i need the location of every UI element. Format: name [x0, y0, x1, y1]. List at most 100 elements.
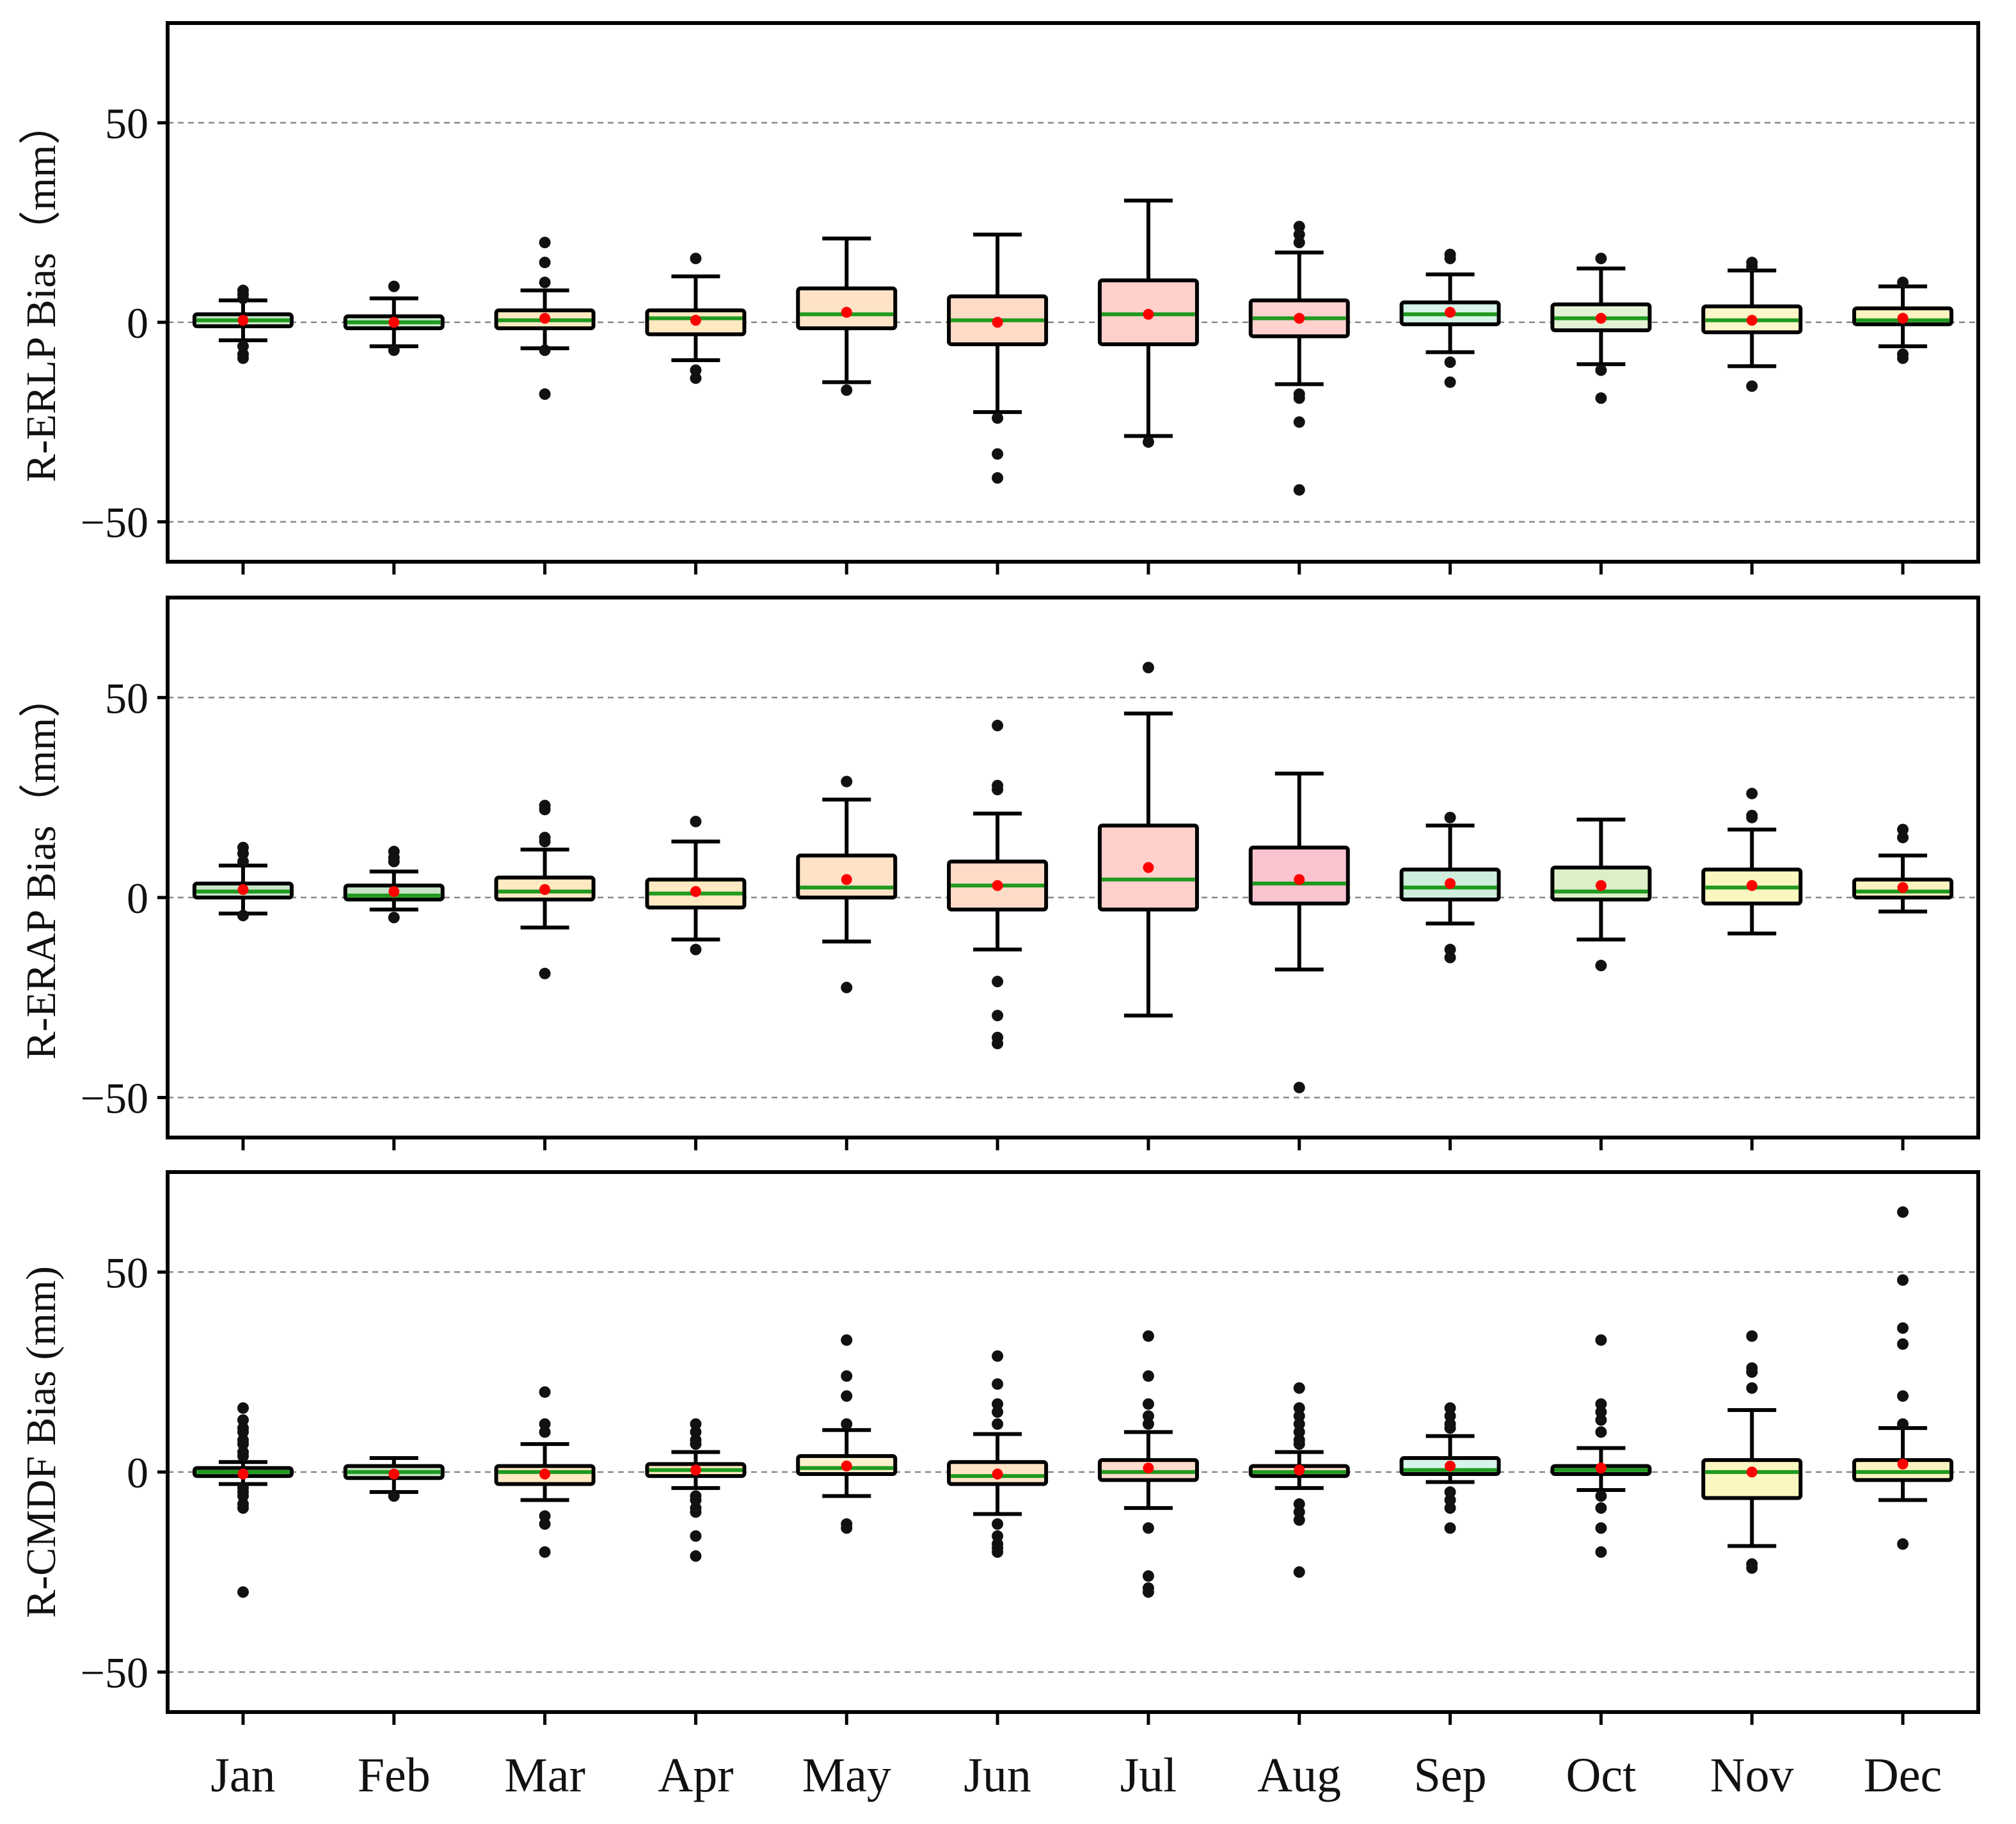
ytick-label: 50: [105, 1248, 148, 1297]
outlier-point: [841, 775, 853, 788]
xtick-label: Mar: [504, 1749, 585, 1802]
ytick-label: 50: [105, 674, 148, 722]
outlier-point: [1293, 1438, 1305, 1450]
outlier-point: [1293, 484, 1305, 496]
box-mar: [494, 1386, 596, 1558]
box-iqr: [1701, 1458, 1803, 1500]
mean-point: [1143, 862, 1154, 873]
outlier-point: [992, 1378, 1004, 1390]
outlier-point: [1293, 1514, 1305, 1526]
outlier-point: [1142, 1418, 1154, 1430]
outlier-point: [1897, 276, 1909, 289]
mean-point: [1445, 306, 1456, 318]
outlier-point: [539, 1418, 551, 1430]
outlier-point: [539, 1518, 551, 1530]
outlier-point: [1746, 1562, 1758, 1574]
box-may: [796, 1334, 898, 1534]
box-jul: [1097, 1330, 1199, 1598]
outlier-point: [841, 1522, 853, 1534]
mean-point: [1445, 878, 1456, 889]
outlier-point: [1293, 1418, 1305, 1430]
mean-point: [992, 1468, 1003, 1480]
box-oct: [1550, 1334, 1652, 1558]
outlier-point: [539, 836, 551, 848]
outlier-point: [992, 1350, 1004, 1362]
outlier-point: [1444, 1422, 1456, 1434]
outlier-point: [1897, 1338, 1909, 1350]
outlier-point: [992, 1546, 1004, 1558]
mean-point: [1746, 315, 1758, 326]
outlier-point: [1444, 1522, 1456, 1534]
box-jun: [947, 720, 1049, 1050]
outlier-point: [1595, 1490, 1607, 1502]
ytick-label: 0: [127, 874, 148, 923]
ytick-label: 50: [105, 99, 148, 148]
outlier-point: [841, 384, 853, 396]
box-jan: [192, 841, 294, 922]
outlier-point: [1293, 1506, 1305, 1518]
outlier-point: [1746, 811, 1758, 823]
outlier-point: [690, 1550, 702, 1562]
panel-frame: [166, 1170, 1980, 1714]
box-jan: [192, 284, 294, 364]
outlier-point: [992, 1010, 1004, 1022]
outlier-point: [1897, 1206, 1909, 1218]
outlier-point: [237, 1414, 249, 1426]
box-jul: [1097, 662, 1199, 1018]
outlier-point: [237, 1490, 249, 1502]
outlier-point: [1293, 1402, 1305, 1414]
mean-point: [1897, 882, 1909, 893]
mean-point: [539, 1468, 551, 1480]
mean-point: [1897, 1458, 1909, 1470]
ytick-label: −50: [81, 1074, 148, 1122]
outlier-point: [1444, 1410, 1456, 1422]
outlier-point: [1897, 823, 1909, 836]
xtick-label: Feb: [358, 1749, 431, 1802]
mean-point: [1595, 313, 1607, 324]
outlier-point: [1293, 392, 1305, 404]
y-axis-label: R-ERLP Bias（mm）: [18, 102, 65, 482]
outlier-point: [1897, 1322, 1909, 1334]
ytick-label: −50: [81, 498, 148, 547]
y-axis-label: R-ERAP Bias（mm）: [18, 676, 65, 1060]
outlier-point: [992, 412, 1004, 424]
outlier-point: [1595, 960, 1607, 972]
outlier-point: [388, 855, 400, 868]
outlier-point: [237, 910, 249, 922]
outlier-point: [1595, 1334, 1607, 1346]
outlier-point: [690, 1494, 702, 1506]
outlier-point: [1293, 1498, 1305, 1510]
mean-point: [841, 874, 852, 885]
outlier-point: [1897, 1390, 1909, 1402]
outlier-point: [539, 388, 551, 400]
mean-point: [1897, 313, 1909, 324]
mean-point: [237, 1468, 249, 1480]
outlier-point: [992, 976, 1004, 988]
outlier-point: [1142, 1570, 1154, 1582]
box-jan: [192, 1402, 294, 1598]
outlier-point: [992, 448, 1004, 460]
box-sep: [1399, 1402, 1501, 1534]
outlier-point: [539, 257, 551, 269]
outlier-point: [690, 1438, 702, 1450]
mean-point: [1746, 880, 1758, 891]
box-jun: [947, 232, 1049, 484]
ytick-label: 0: [127, 1448, 148, 1497]
outlier-point: [1444, 1494, 1456, 1506]
outlier-point: [1595, 1546, 1607, 1558]
outlier-point: [992, 1518, 1004, 1530]
panel-frame: [166, 21, 1980, 564]
outlier-point: [237, 340, 249, 353]
outlier-point: [237, 1426, 249, 1438]
panel-1: 50 0 −50 R-ERLP Bias（mm）: [18, 21, 1980, 575]
xtick-label: Apr: [658, 1749, 733, 1802]
outlier-point: [1746, 1382, 1758, 1394]
outlier-point: [237, 855, 249, 868]
box-dec: [1852, 1206, 1954, 1550]
outlier-point: [690, 1418, 702, 1430]
outlier-point: [539, 276, 551, 289]
outlier-point: [539, 1426, 551, 1438]
outlier-point: [388, 912, 400, 924]
box-apr: [645, 1418, 747, 1562]
